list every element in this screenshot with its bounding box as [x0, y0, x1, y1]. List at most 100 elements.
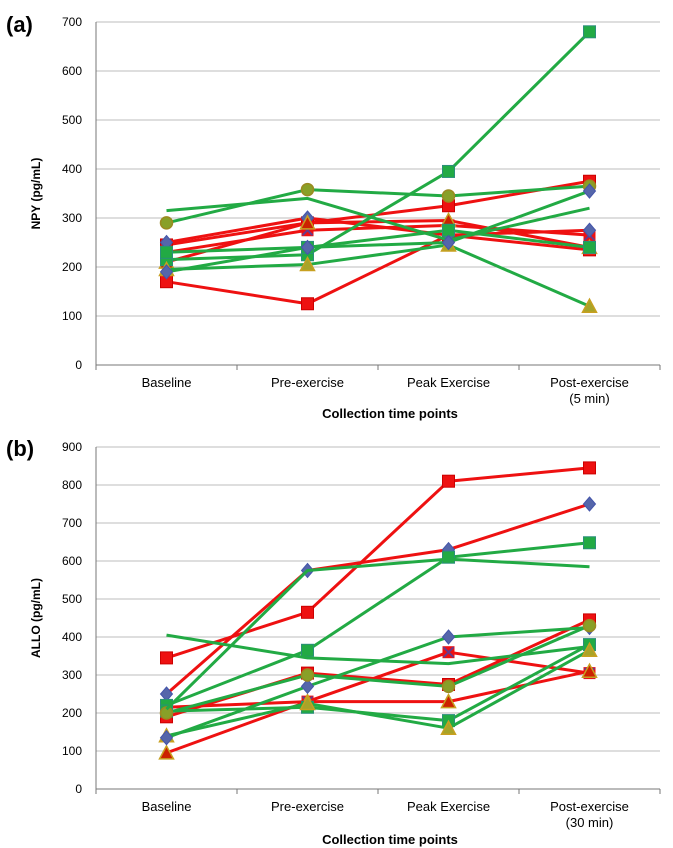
data-point-square — [583, 536, 596, 550]
data-point-circle — [441, 679, 456, 694]
data-point-triangle — [158, 744, 175, 760]
data-point-triangle — [581, 297, 598, 313]
series-line — [166, 233, 590, 306]
data-point-square — [301, 297, 314, 311]
x-category-label: Post-exercise — [550, 375, 629, 390]
data-point-triangle — [299, 694, 316, 711]
data-point-square — [301, 643, 314, 657]
panel-b-series — [158, 461, 598, 760]
y-tick-label: 900 — [62, 440, 82, 454]
series-green-11 — [165, 557, 590, 711]
data-point-square — [442, 223, 455, 237]
x-category-label: Pre-exercise — [271, 375, 344, 390]
panel-a-x-categories: Baseline Pre-exercise Peak Exercise Post-ex… — [95, 365, 661, 406]
y-tick-label: 200 — [62, 706, 82, 720]
x-category-label: Peak Exercise — [407, 799, 490, 814]
data-point-square — [583, 461, 596, 475]
series-line — [166, 243, 591, 308]
y-tick-label: 600 — [62, 554, 82, 568]
y-tick-label: 0 — [75, 358, 82, 372]
series-line — [166, 624, 591, 715]
panel-b-x-axis-title: Collection time points — [322, 832, 458, 847]
data-point-diamond — [159, 264, 174, 280]
data-point-diamond — [582, 183, 597, 199]
y-tick-label: 400 — [62, 630, 82, 644]
data-point-triangle — [299, 255, 316, 272]
x-category-label: Peak Exercise — [407, 375, 490, 390]
y-tick-label: 600 — [62, 64, 82, 78]
data-point-diamond — [582, 496, 597, 512]
series-green-8 — [158, 641, 598, 743]
series-line — [166, 218, 590, 264]
y-tick-label: 0 — [75, 782, 82, 796]
y-tick-label: 100 — [62, 744, 82, 758]
y-tick-label: 700 — [62, 15, 82, 29]
data-point-diamond — [159, 729, 174, 746]
series-line — [166, 466, 590, 660]
data-point-diamond — [300, 678, 315, 695]
data-point-triangle — [581, 641, 598, 658]
panel-b-y-axis-title: ALLO (pg/mL) — [29, 578, 43, 658]
data-point-square — [301, 605, 314, 619]
data-point-circle — [159, 216, 174, 230]
series-green-10 — [159, 183, 597, 280]
data-point-diamond — [441, 629, 456, 645]
y-tick-label: 300 — [62, 668, 82, 682]
panel-a-series — [158, 25, 598, 313]
x-category-label: Pre-exercise — [271, 799, 344, 814]
y-tick-label: 800 — [62, 478, 82, 492]
panel-a-y-ticks: 0 100 200 300 400 500 600 700 — [62, 15, 82, 372]
series-red-0 — [160, 461, 596, 665]
data-point-triangle — [440, 719, 457, 735]
data-point-diamond — [441, 234, 456, 251]
data-point-diamond — [582, 222, 597, 239]
y-tick-label: 100 — [62, 309, 82, 323]
data-point-square — [160, 651, 173, 665]
series-line — [165, 541, 590, 707]
data-point-triangle — [581, 662, 598, 678]
data-point-triangle — [440, 693, 457, 709]
series-line — [165, 557, 590, 711]
series-line — [166, 650, 590, 709]
y-tick-label: 500 — [62, 113, 82, 127]
series-line — [166, 184, 590, 225]
x-category-label: Baseline — [142, 375, 192, 390]
series-red-4 — [158, 662, 598, 760]
panel-b-grid — [95, 446, 660, 790]
panel-a-y-axis-title: NPY (pg/mL) — [29, 158, 43, 230]
data-point-circle — [300, 668, 315, 682]
data-point-square — [160, 245, 173, 259]
y-tick-label: 300 — [62, 211, 82, 225]
series-line — [166, 189, 591, 274]
panel-a-npy-chart: (a) NPY (pg/mL) Collection time points 0… — [6, 12, 661, 421]
y-tick-label: 400 — [62, 162, 82, 176]
data-point-square — [583, 240, 596, 254]
data-point-circle — [300, 182, 315, 197]
x-category-label: (5 min) — [569, 391, 609, 406]
series-green-8 — [160, 223, 596, 259]
y-tick-label: 200 — [62, 260, 82, 274]
series-line — [166, 648, 591, 738]
series-line — [165, 502, 590, 696]
data-point-circle — [159, 706, 174, 720]
data-point-square — [442, 164, 455, 178]
x-category-label: Post-exercise — [550, 799, 629, 814]
series-line — [165, 626, 590, 740]
series-green-9 — [166, 196, 590, 242]
data-point-circle — [582, 618, 597, 633]
series-green-10 — [159, 618, 597, 720]
panel-b-allo-chart: (b) ALLO (pg/mL) Collection time points … — [6, 436, 661, 847]
panel-b-label: (b) — [6, 436, 34, 461]
panel-b-y-ticks: 0 100 200 300 400 500 600 700 800 900 — [62, 440, 82, 796]
panel-b-x-categories: Baseline Pre-exercise Peak Exercise Post-ex… — [95, 789, 661, 830]
series-line — [166, 30, 591, 262]
series-line — [166, 643, 591, 723]
series-line — [166, 196, 590, 242]
series-line — [165, 669, 590, 755]
data-point-square — [583, 25, 596, 39]
panel-a-label: (a) — [6, 12, 33, 37]
y-tick-label: 700 — [62, 516, 82, 530]
x-category-label: (30 min) — [566, 815, 614, 830]
data-point-square — [442, 474, 455, 488]
